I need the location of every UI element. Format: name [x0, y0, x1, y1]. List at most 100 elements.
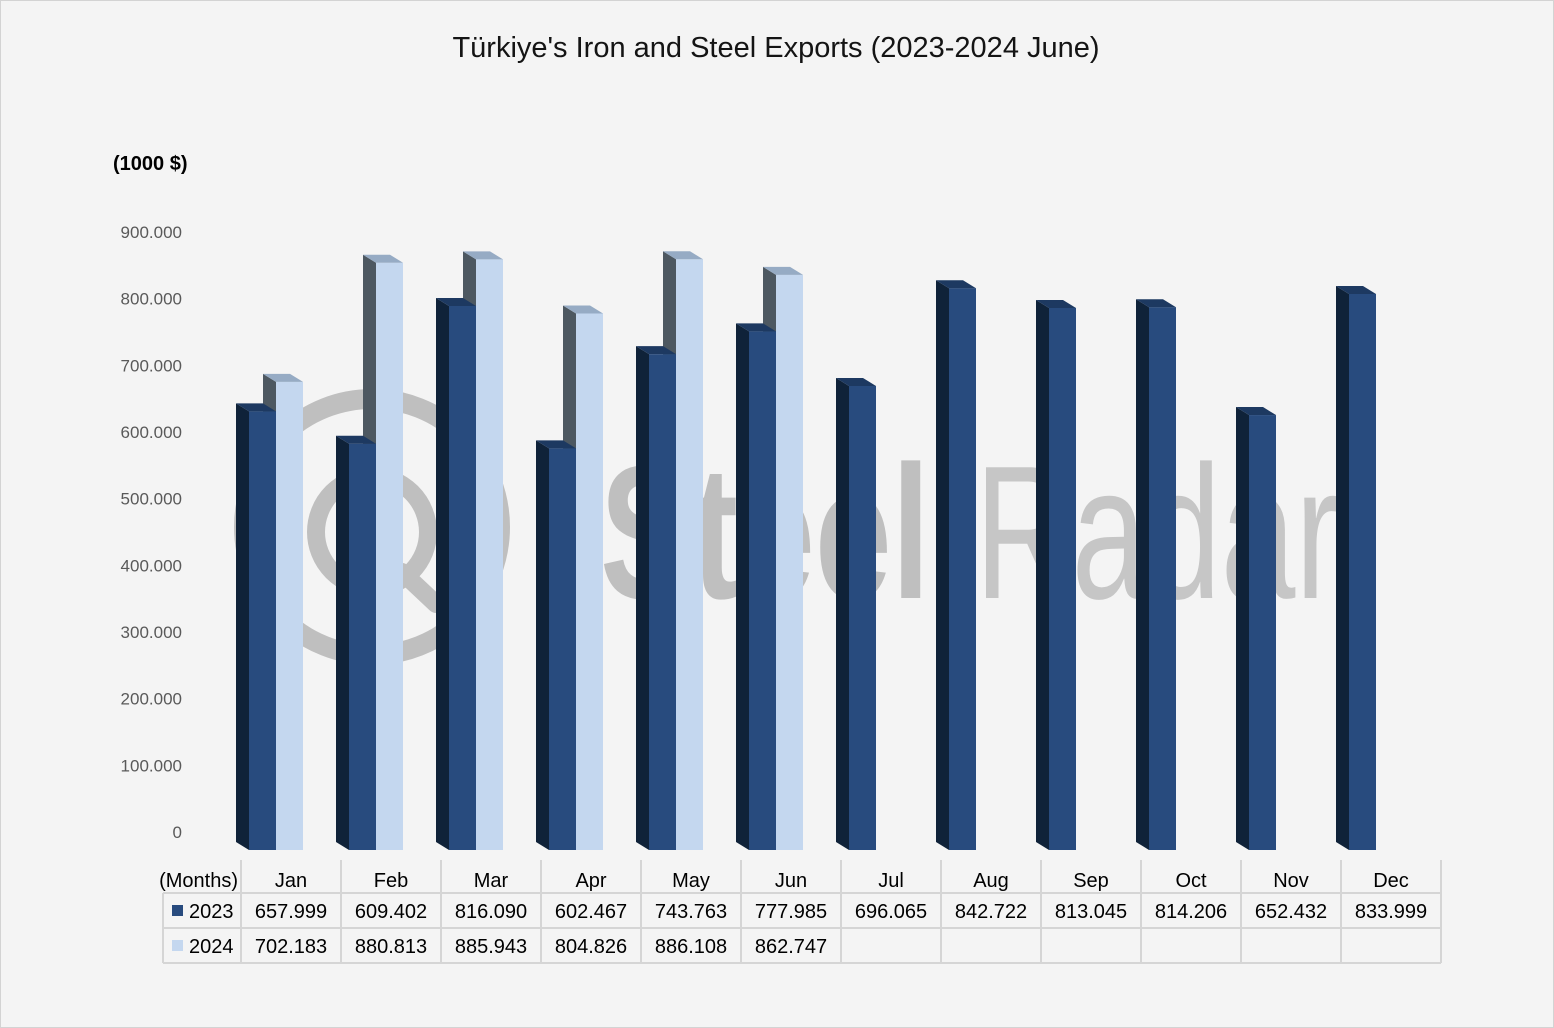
- bar-front-face: [476, 259, 503, 850]
- y-tick-label: 600.000: [121, 423, 182, 442]
- bar-2023-oct: [1136, 299, 1176, 850]
- legend-label-2024: 2024: [189, 936, 234, 958]
- bar-top-face: [1136, 299, 1176, 308]
- y-tick-label: 900.000: [121, 223, 182, 242]
- bar-side-face: [636, 346, 649, 850]
- bar-front-face: [549, 448, 576, 850]
- bar-2023-jan: [236, 403, 276, 850]
- bar-front-face: [749, 331, 776, 851]
- table-value-2023-jan: 657.999: [255, 901, 327, 923]
- y-axis-tick-labels: 0 100.000 200.000 300.000 400.000 500.000 600.…: [121, 223, 182, 842]
- legend-label-2023: 2023: [189, 901, 234, 923]
- bar-top-face: [336, 435, 376, 444]
- table-value-2023-apr: 602.467: [555, 901, 627, 923]
- table-value-2023-dec: 833.999: [1355, 901, 1427, 923]
- table-value-2024-jun: 862.747: [755, 936, 827, 958]
- bar-side-face: [836, 377, 849, 850]
- legend-key-2023: [172, 905, 183, 916]
- bar-front-face: [676, 259, 703, 850]
- bar-side-face: [236, 403, 249, 850]
- bar-front-face: [376, 262, 403, 850]
- bar-2023-nov: [1236, 407, 1276, 850]
- bar-top-face: [1036, 299, 1076, 308]
- bar-series: [236, 251, 1376, 851]
- y-tick-label: 400.000: [121, 556, 182, 575]
- bar-front-face: [1249, 415, 1276, 850]
- bar-top-face: [363, 254, 403, 263]
- bar-top-face: [663, 251, 703, 260]
- bar-side-face: [936, 280, 949, 850]
- bar-top-face: [263, 373, 303, 382]
- y-tick-label: 700.000: [121, 356, 182, 375]
- y-tick-label: 200.000: [121, 690, 182, 709]
- chart-title: Türkiye's Iron and Steel Exports (2023-2…: [452, 32, 1099, 64]
- table-month-labels: Jan Feb Mar Apr May Jun Jul Aug Sep Oct Nov Dec: [275, 870, 1409, 892]
- bar-top-face: [836, 377, 876, 386]
- table-month-label-oct: Oct: [1175, 870, 1207, 892]
- bar-side-face: [736, 323, 749, 851]
- bar-top-face: [936, 280, 976, 289]
- bar-2023-jul: [836, 377, 876, 850]
- bar-top-face: [763, 266, 803, 275]
- y-tick-label: 100.000: [121, 756, 182, 775]
- bar-2023-jun: [736, 323, 776, 851]
- bar-2023-may: [636, 346, 676, 850]
- bar-2023-dec: [1336, 286, 1376, 850]
- bar-top-face: [736, 323, 776, 332]
- table-month-label-feb: Feb: [374, 870, 408, 892]
- table-month-label-dec: Dec: [1373, 870, 1409, 892]
- bar-top-face: [436, 297, 476, 306]
- bar-2023-mar: [436, 297, 476, 850]
- y-tick-label: 0: [173, 823, 182, 842]
- bar-top-face: [463, 251, 503, 260]
- bar-top-face: [536, 440, 576, 449]
- bar-side-face: [536, 440, 549, 850]
- watermark-tail-icon: [393, 563, 445, 613]
- bar-top-face: [1236, 407, 1276, 416]
- bar-2023-aug: [936, 280, 976, 850]
- table-month-label-mar: Mar: [474, 870, 509, 892]
- table-month-label-may: May: [672, 870, 710, 892]
- bar-front-face: [249, 411, 276, 850]
- bar-front-face: [576, 313, 603, 850]
- bar-front-face: [1149, 307, 1176, 850]
- table-value-2023-sep: 813.045: [1055, 901, 1127, 923]
- bar-side-face: [1036, 299, 1049, 851]
- table-x-axis-label: (Months): [159, 870, 238, 892]
- table-value-2023-feb: 609.402: [355, 901, 427, 923]
- bar-side-face: [1136, 299, 1149, 850]
- table-value-2023-jul: 696.065: [855, 901, 927, 923]
- table-month-label-jun: Jun: [775, 870, 807, 892]
- table-value-2024-may: 886.108: [655, 936, 727, 958]
- data-table: (Months) 2023 2024 Jan Feb Mar Apr May Jun Jul A…: [159, 860, 1442, 964]
- table-value-2023-oct: 814.206: [1155, 901, 1227, 923]
- bar-side-face: [1336, 286, 1349, 850]
- bar-2023-apr: [536, 440, 576, 850]
- legend-key-2024: [172, 940, 183, 951]
- table-values: 657.999 609.402 816.090 602.467 743.763 777.9…: [255, 901, 1427, 958]
- table-value-2024-jan: 702.183: [255, 936, 327, 958]
- table-value-2023-aug: 842.722: [955, 901, 1027, 923]
- table-month-label-sep: Sep: [1073, 870, 1109, 892]
- bar-2023-feb: [336, 435, 376, 850]
- table-value-2023-may: 743.763: [655, 901, 727, 923]
- bar-front-face: [949, 288, 976, 850]
- table-legend: 2023 2024: [172, 901, 234, 958]
- bar-front-face: [1049, 307, 1076, 851]
- table-value-2023-mar: 816.090: [455, 901, 527, 923]
- y-axis-label: (1000 $): [113, 153, 188, 175]
- bar-front-face: [1349, 294, 1376, 850]
- table-grid-lines: [162, 860, 1442, 964]
- table-month-label-apr: Apr: [575, 870, 606, 892]
- bar-front-face: [349, 443, 376, 850]
- table-month-label-jan: Jan: [275, 870, 307, 892]
- bar-side-face: [336, 435, 349, 850]
- table-value-2023-jun: 777.985: [755, 901, 827, 923]
- bar-side-face: [436, 297, 449, 850]
- bar-top-face: [1336, 286, 1376, 294]
- table-month-label-nov: Nov: [1273, 870, 1309, 892]
- bar-top-face: [563, 305, 603, 314]
- table-value-2024-mar: 885.943: [455, 936, 527, 958]
